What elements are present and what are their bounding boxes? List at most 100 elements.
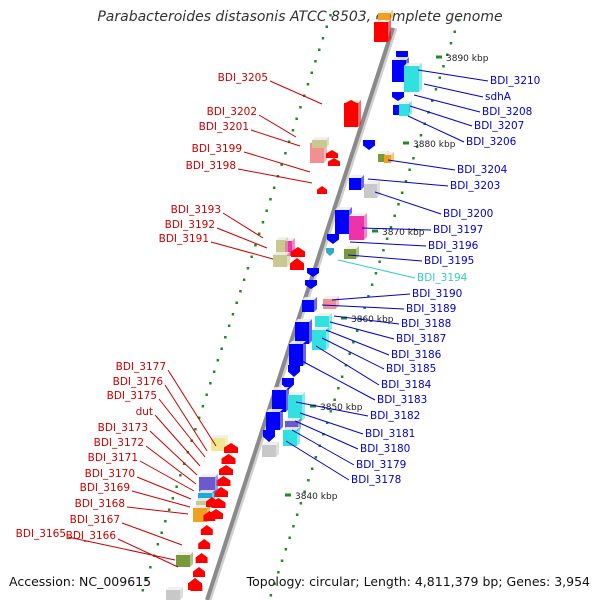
gene-bdi-3181 (288, 392, 305, 421)
gene-label-forward: BDI_3165 (16, 528, 66, 540)
tick-mark (321, 37, 325, 40)
tick-mark (314, 60, 317, 63)
tick-mark (149, 566, 152, 569)
gene-shade (295, 319, 312, 322)
leader-line (333, 315, 400, 325)
tick-mark (344, 364, 348, 367)
leader-line (126, 506, 189, 515)
leader-line (216, 227, 268, 249)
tick-mark (419, 134, 423, 137)
gene-face (404, 66, 419, 92)
gene-label-reverse: BDI_3195 (424, 255, 474, 267)
gene-shade (312, 137, 329, 140)
tick-mark (167, 508, 171, 511)
gene-side (276, 442, 279, 457)
gene-arrow (219, 465, 233, 475)
leader-line (315, 345, 380, 386)
leader-line (237, 168, 313, 184)
gene-arrow (200, 525, 213, 535)
gene-face (312, 330, 326, 350)
tick-mark (216, 359, 220, 362)
gene-label-reverse: BDI_3207 (474, 120, 524, 132)
gene-label-forward: BDI_3173 (98, 422, 148, 434)
tick-mark (246, 267, 250, 270)
gene-label-reverse: BDI_3186 (391, 349, 442, 361)
gene-face (176, 555, 190, 567)
tick-mark (415, 145, 419, 148)
gene-bdi-3201-cap (312, 137, 329, 148)
gene-label-forward: BDI_3168 (75, 498, 125, 510)
tick-mark (284, 152, 287, 155)
gene-shade (312, 327, 329, 330)
gene-misc (262, 442, 279, 457)
gene-label-reverse: BDI_3182 (370, 410, 420, 422)
gene-shade (349, 175, 364, 178)
gene-side (302, 392, 305, 421)
kbp-label: 3860 kbp (351, 315, 394, 325)
leader-line (325, 329, 390, 356)
gene-side (314, 297, 317, 312)
gene-bdi-3195 (344, 246, 359, 259)
leader-line (149, 430, 198, 476)
tick-mark (325, 421, 329, 424)
gene-shade (262, 442, 279, 445)
leader-line (250, 129, 301, 147)
tick-mark (224, 336, 227, 339)
gene-side (358, 100, 361, 127)
leader-line (295, 401, 369, 417)
leader-line (413, 94, 481, 113)
gene-label-reverse: BDI_3184 (381, 379, 432, 391)
gene-bdi-3187 (302, 297, 317, 312)
tick-mark (273, 582, 276, 585)
gene-label-reverse: BDI_3196 (428, 240, 479, 252)
gene-bdi-3170 (199, 474, 218, 493)
gene-face (295, 322, 309, 344)
gene-side (180, 587, 183, 600)
gene-bdi-3185 (312, 327, 329, 350)
gene-shade (323, 296, 339, 299)
tick-mark (329, 410, 333, 413)
gene-label-reverse: BDI_3183 (377, 394, 427, 406)
gene-side (297, 427, 300, 446)
gene-face (266, 412, 280, 430)
leader-line (269, 80, 323, 105)
gene-side (361, 175, 364, 190)
gene-arrow (291, 247, 305, 257)
tick-mark (171, 497, 175, 500)
tick-mark (322, 433, 325, 436)
gene-arrow (206, 497, 218, 507)
tick-mark (235, 301, 238, 304)
tick-mark (442, 65, 445, 68)
tick-mark (201, 405, 205, 408)
tick-mark (307, 479, 310, 482)
tick-mark (156, 543, 160, 546)
reverse-gene-labels: BDI_3210 sdhA BDI_3208 BDI_3207 BDI_3206 BDI_… (285, 69, 540, 486)
gene-label-forward: BDI_3172 (94, 437, 144, 449)
tick-mark (182, 462, 186, 465)
gene-face (276, 240, 285, 255)
gene-label-forward: BDI_3202 (207, 106, 257, 118)
gene-shade (273, 252, 290, 255)
gene-bdi-3199 (326, 150, 338, 158)
gene-face (198, 493, 212, 501)
tick-mark (269, 594, 273, 597)
gene-face (273, 255, 287, 267)
gene-arrow (195, 553, 208, 563)
gene-face (166, 590, 180, 600)
gene-shade (344, 246, 359, 249)
gene-shade (285, 418, 301, 421)
tick-mark (310, 71, 313, 74)
tick-mark (257, 232, 261, 235)
tick-mark (292, 525, 295, 528)
gene-arrow (216, 476, 231, 486)
gene-side (309, 319, 312, 344)
tick-mark (254, 244, 257, 247)
tick-mark (277, 571, 280, 574)
tick-mark (318, 48, 321, 51)
leader-line (294, 420, 359, 450)
gene-label-reverse: sdhA (485, 91, 512, 103)
gene-face (349, 216, 364, 240)
gene-label-reverse: BDI_3203 (450, 180, 500, 192)
gene-bdi-3180 (266, 409, 283, 430)
